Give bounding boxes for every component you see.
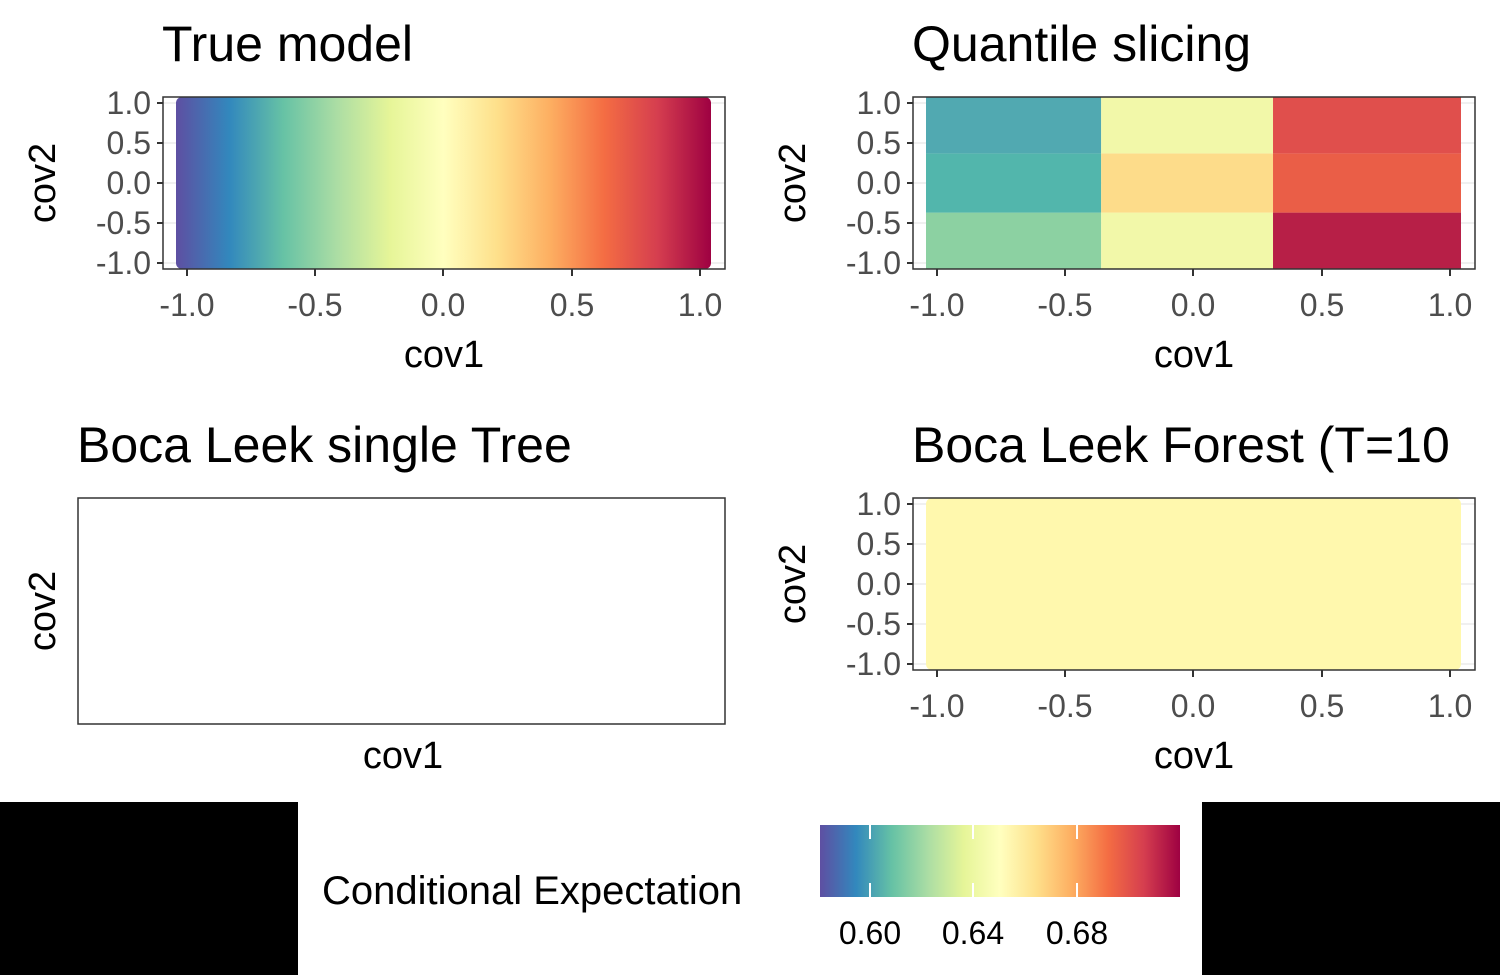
y-tick-label: -1.0 [96, 245, 151, 281]
quantile-cell [926, 212, 1102, 269]
heatmap-fill [176, 97, 711, 269]
quantile-cell [1101, 212, 1274, 269]
legend-ticks [869, 825, 1078, 897]
y-tick-label: 1.0 [107, 85, 151, 121]
x-tick-label: 1.0 [1428, 287, 1472, 323]
y-axis [157, 102, 163, 264]
x-tick-label: 0.0 [421, 287, 465, 323]
x-tick-label: -1.0 [909, 287, 964, 323]
x-tick-label: 0.5 [1300, 287, 1344, 323]
y-tick-label: 0.0 [857, 165, 901, 201]
x-tick-label: -0.5 [1037, 287, 1092, 323]
quantile-cell [926, 97, 1102, 154]
plot-area-quantile-slicing [912, 96, 1476, 270]
x-tick-label: 0.0 [1171, 688, 1215, 724]
quantile-cell [926, 153, 1102, 213]
plot-area-forest [912, 497, 1476, 671]
legend-tick-label: 0.60 [839, 915, 901, 951]
y-axis-title: cov2 [772, 544, 814, 624]
y-tick-label: 0.5 [107, 125, 151, 161]
heatmap-fill [926, 498, 1461, 670]
quantile-cell [1273, 212, 1461, 269]
legend-tick-label: 0.68 [1046, 915, 1108, 951]
legend-title: Conditional Expectation [322, 869, 742, 913]
y-tick-label: -0.5 [846, 205, 901, 241]
quantile-cell [1273, 153, 1461, 213]
panel-title: Boca Leek Forest (T=10 [912, 417, 1450, 473]
y-tick-label: -1.0 [846, 245, 901, 281]
y-tick-label: 0.5 [857, 125, 901, 161]
x-tick-label: -0.5 [1037, 688, 1092, 724]
legend-strip-left-block [0, 802, 298, 975]
x-tick-label: 1.0 [678, 287, 722, 323]
panel-quantile-slicing: Quantile slicing 1.0 0.5 0.0 -0.5 -1.0 [772, 16, 1476, 376]
y-axis-title: cov2 [22, 571, 64, 651]
x-tick-label: -1.0 [909, 688, 964, 724]
x-axis-title: cov1 [1154, 735, 1234, 777]
y-axis-title: cov2 [22, 143, 64, 223]
y-tick-label: 0.0 [857, 566, 901, 602]
y-axis-title: cov2 [772, 143, 814, 223]
legend-colorbar [820, 825, 1180, 897]
panel-title: Quantile slicing [912, 16, 1251, 72]
y-axis [907, 102, 913, 264]
x-tick-label: -1.0 [159, 287, 214, 323]
legend-strip-right-block [1202, 802, 1500, 975]
x-axis [186, 269, 701, 276]
quantile-cell [1101, 153, 1274, 213]
panel-boca-leek-forest: Boca Leek Forest (T=10 1.0 0.5 0.0 -0.5 … [772, 417, 1476, 777]
x-axis-title: cov1 [363, 735, 443, 777]
quantile-cell [1101, 97, 1274, 154]
quantile-cells [926, 97, 1461, 269]
y-tick-label: 0.5 [857, 526, 901, 562]
plot-area-empty [77, 497, 726, 725]
y-axis [907, 503, 913, 665]
y-tick-label: 1.0 [857, 486, 901, 522]
y-tick-label: -1.0 [846, 646, 901, 682]
x-axis [936, 269, 1451, 276]
x-tick-label: -0.5 [287, 287, 342, 323]
panel-boca-leek-single-tree: Boca Leek single Tree cov1 cov2 [22, 417, 726, 777]
x-tick-label: 0.0 [1171, 287, 1215, 323]
x-axis-title: cov1 [1154, 334, 1234, 376]
x-tick-label: 1.0 [1428, 688, 1472, 724]
color-legend: Conditional Expectation 0.60 0.64 0.68 [322, 825, 1180, 951]
x-tick-label: 0.5 [550, 287, 594, 323]
x-tick-label: 0.5 [1300, 688, 1344, 724]
y-tick-label: 1.0 [857, 85, 901, 121]
y-tick-label: 0.0 [107, 165, 151, 201]
y-tick-label: -0.5 [846, 606, 901, 642]
panel-true-model: True model 1.0 0.5 0.0 -0.5 -1.0 [22, 16, 726, 376]
x-axis [936, 670, 1451, 677]
y-tick-label: -0.5 [96, 205, 151, 241]
panel-title: Boca Leek single Tree [77, 417, 572, 473]
quantile-cell [1273, 97, 1461, 154]
legend-tick-label: 0.64 [942, 915, 1004, 951]
x-axis-title: cov1 [404, 334, 484, 376]
panel-title: True model [162, 16, 413, 72]
plot-area-true-model [162, 96, 726, 270]
